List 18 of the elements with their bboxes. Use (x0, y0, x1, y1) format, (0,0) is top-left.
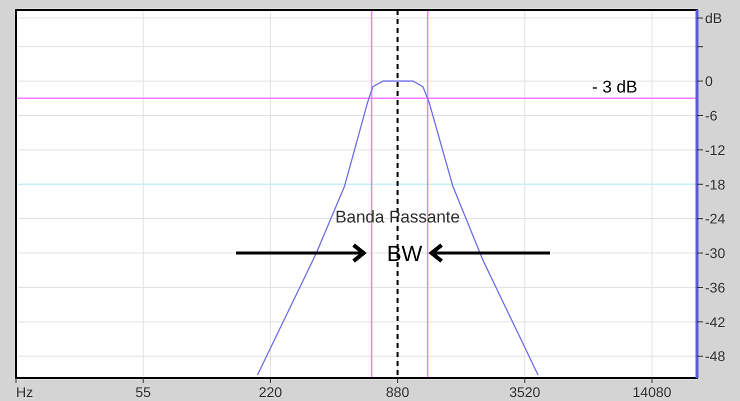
y-tick-label: dB (705, 10, 722, 26)
x-tick-label: 55 (135, 384, 152, 400)
ref-line-label: - 3 dB (592, 77, 638, 96)
y-tick-label: 0 (705, 73, 713, 90)
x-tick-label: 880 (386, 384, 410, 400)
y-tick-label: -12 (705, 142, 726, 158)
x-tick-label: 3520 (509, 384, 541, 400)
x-tick-label: 14080 (632, 384, 672, 400)
x-tick-label: Hz (16, 384, 34, 400)
y-tick-label: -30 (705, 245, 726, 262)
y-tick-label: -36 (705, 279, 726, 296)
y-tick-label: -42 (705, 314, 726, 330)
y-tick-label: -18 (705, 176, 726, 192)
y-tick-label: -48 (705, 348, 726, 364)
annotation: BW (386, 241, 423, 266)
y-tick-label: -6 (705, 107, 718, 124)
x-tick-label: 220 (258, 384, 282, 400)
y-tick-label: -24 (705, 210, 726, 227)
